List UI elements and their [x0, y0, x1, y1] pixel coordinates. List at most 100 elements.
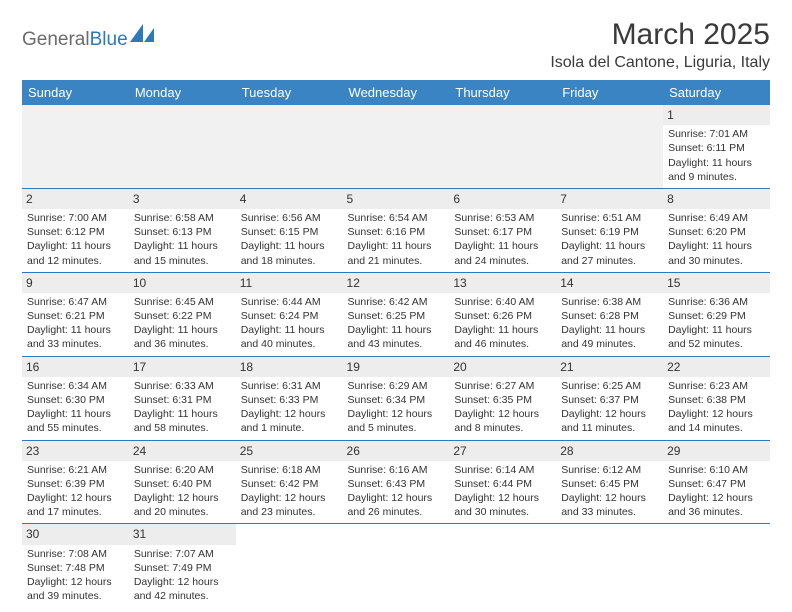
- daylight-text: Daylight: 11 hours and 33 minutes.: [27, 323, 124, 351]
- daylight-text: Daylight: 11 hours and 40 minutes.: [241, 323, 338, 351]
- calendar-table: SundayMondayTuesdayWednesdayThursdayFrid…: [22, 80, 770, 607]
- calendar-cell: 20Sunrise: 6:27 AMSunset: 6:35 PMDayligh…: [449, 356, 556, 440]
- sunrise-text: Sunrise: 7:01 AM: [668, 127, 765, 141]
- sunset-text: Sunset: 6:17 PM: [454, 225, 551, 239]
- daylight-text: Daylight: 11 hours and 43 minutes.: [348, 323, 445, 351]
- sunrise-text: Sunrise: 6:18 AM: [241, 463, 338, 477]
- day-info: Sunrise: 6:40 AMSunset: 6:26 PMDaylight:…: [453, 295, 552, 352]
- sunset-text: Sunset: 6:35 PM: [454, 393, 551, 407]
- sunrise-text: Sunrise: 6:20 AM: [134, 463, 231, 477]
- day-number: 25: [236, 441, 343, 461]
- sunset-text: Sunset: 6:12 PM: [27, 225, 124, 239]
- daylight-text: Daylight: 11 hours and 24 minutes.: [454, 239, 551, 267]
- day-number: 4: [236, 189, 343, 209]
- sunset-text: Sunset: 6:31 PM: [134, 393, 231, 407]
- day-info: Sunrise: 6:34 AMSunset: 6:30 PMDaylight:…: [26, 379, 125, 436]
- daylight-text: Daylight: 11 hours and 21 minutes.: [348, 239, 445, 267]
- daylight-text: Daylight: 12 hours and 23 minutes.: [241, 491, 338, 519]
- day-number: 12: [343, 273, 450, 293]
- day-info: Sunrise: 6:45 AMSunset: 6:22 PMDaylight:…: [133, 295, 232, 352]
- sunrise-text: Sunrise: 7:08 AM: [27, 547, 124, 561]
- sunset-text: Sunset: 6:22 PM: [134, 309, 231, 323]
- day-info: Sunrise: 6:23 AMSunset: 6:38 PMDaylight:…: [667, 379, 766, 436]
- day-info: Sunrise: 6:10 AMSunset: 6:47 PMDaylight:…: [667, 463, 766, 520]
- sunset-text: Sunset: 6:28 PM: [561, 309, 658, 323]
- day-number: 28: [556, 441, 663, 461]
- daylight-text: Daylight: 12 hours and 30 minutes.: [454, 491, 551, 519]
- calendar-cell: 17Sunrise: 6:33 AMSunset: 6:31 PMDayligh…: [129, 356, 236, 440]
- sunrise-text: Sunrise: 6:21 AM: [27, 463, 124, 477]
- day-info: Sunrise: 6:21 AMSunset: 6:39 PMDaylight:…: [26, 463, 125, 520]
- daylight-text: Daylight: 12 hours and 17 minutes.: [27, 491, 124, 519]
- month-title: March 2025: [550, 18, 770, 52]
- sunset-text: Sunset: 6:29 PM: [668, 309, 765, 323]
- sunrise-text: Sunrise: 6:40 AM: [454, 295, 551, 309]
- calendar-cell: 28Sunrise: 6:12 AMSunset: 6:45 PMDayligh…: [556, 440, 663, 524]
- sunrise-text: Sunrise: 6:53 AM: [454, 211, 551, 225]
- daylight-text: Daylight: 11 hours and 15 minutes.: [134, 239, 231, 267]
- calendar-cell: 10Sunrise: 6:45 AMSunset: 6:22 PMDayligh…: [129, 272, 236, 356]
- sunset-text: Sunset: 6:34 PM: [348, 393, 445, 407]
- sunrise-text: Sunrise: 6:31 AM: [241, 379, 338, 393]
- calendar-cell: 4Sunrise: 6:56 AMSunset: 6:15 PMDaylight…: [236, 188, 343, 272]
- day-info: Sunrise: 7:07 AMSunset: 7:49 PMDaylight:…: [133, 547, 232, 604]
- sunrise-text: Sunrise: 7:00 AM: [27, 211, 124, 225]
- day-number: 18: [236, 357, 343, 377]
- day-number: 7: [556, 189, 663, 209]
- sunrise-text: Sunrise: 6:10 AM: [668, 463, 765, 477]
- daylight-text: Daylight: 12 hours and 39 minutes.: [27, 575, 124, 603]
- day-info: Sunrise: 6:31 AMSunset: 6:33 PMDaylight:…: [240, 379, 339, 436]
- weekday-header: Friday: [556, 80, 663, 105]
- day-info: Sunrise: 6:14 AMSunset: 6:44 PMDaylight:…: [453, 463, 552, 520]
- day-info: Sunrise: 6:47 AMSunset: 6:21 PMDaylight:…: [26, 295, 125, 352]
- sunrise-text: Sunrise: 6:42 AM: [348, 295, 445, 309]
- calendar-cell: 30Sunrise: 7:08 AMSunset: 7:48 PMDayligh…: [22, 524, 129, 607]
- day-number: 1: [663, 105, 770, 125]
- weekday-header: Saturday: [663, 80, 770, 105]
- sunrise-text: Sunrise: 6:29 AM: [348, 379, 445, 393]
- calendar-cell: 19Sunrise: 6:29 AMSunset: 6:34 PMDayligh…: [343, 356, 450, 440]
- logo-sail-icon: [130, 24, 156, 49]
- calendar-cell: [343, 524, 450, 607]
- day-number: 17: [129, 357, 236, 377]
- sunset-text: Sunset: 6:24 PM: [241, 309, 338, 323]
- sunset-text: Sunset: 6:16 PM: [348, 225, 445, 239]
- calendar-cell: 5 Sunrise: 6:54 AMSunset: 6:16 PMDaylight…: [343, 188, 450, 272]
- day-number: 16: [22, 357, 129, 377]
- calendar-cell: [236, 105, 343, 188]
- sunrise-text: Sunrise: 6:12 AM: [561, 463, 658, 477]
- sunrise-text: Sunrise: 6:51 AM: [561, 211, 658, 225]
- day-info: Sunrise: 6:29 AMSunset: 6:34 PMDaylight:…: [347, 379, 446, 436]
- day-number: 22: [663, 357, 770, 377]
- daylight-text: Daylight: 12 hours and 5 minutes.: [348, 407, 445, 435]
- calendar-cell: 9Sunrise: 6:47 AMSunset: 6:21 PMDaylight…: [22, 272, 129, 356]
- daylight-text: Daylight: 12 hours and 11 minutes.: [561, 407, 658, 435]
- day-number: 27: [449, 441, 556, 461]
- day-number: 19: [343, 357, 450, 377]
- sunrise-text: Sunrise: 6:33 AM: [134, 379, 231, 393]
- day-number: 5: [343, 189, 450, 209]
- weekday-header: Sunday: [22, 80, 129, 105]
- location: Isola del Cantone, Liguria, Italy: [550, 54, 770, 72]
- day-info: Sunrise: 7:01 AMSunset: 6:11 PMDaylight:…: [667, 127, 766, 184]
- day-number: 24: [129, 441, 236, 461]
- calendar-cell: 22Sunrise: 6:23 AMSunset: 6:38 PMDayligh…: [663, 356, 770, 440]
- calendar-cell: [449, 524, 556, 607]
- calendar-cell: 7Sunrise: 6:51 AMSunset: 6:19 PMDaylight…: [556, 188, 663, 272]
- logo-text: GeneralBlue: [22, 29, 128, 51]
- day-info: Sunrise: 6:58 AMSunset: 6:13 PMDaylight:…: [133, 211, 232, 268]
- day-number: 9: [22, 273, 129, 293]
- calendar-cell: 15Sunrise: 6:36 AMSunset: 6:29 PMDayligh…: [663, 272, 770, 356]
- calendar-cell: [343, 105, 450, 188]
- calendar-cell: 18Sunrise: 6:31 AMSunset: 6:33 PMDayligh…: [236, 356, 343, 440]
- day-info: Sunrise: 6:49 AMSunset: 6:20 PMDaylight:…: [667, 211, 766, 268]
- day-info: Sunrise: 6:53 AMSunset: 6:17 PMDaylight:…: [453, 211, 552, 268]
- calendar-cell: 8Sunrise: 6:49 AMSunset: 6:20 PMDaylight…: [663, 188, 770, 272]
- sunset-text: Sunset: 6:39 PM: [27, 477, 124, 491]
- sunrise-text: Sunrise: 6:54 AM: [348, 211, 445, 225]
- daylight-text: Daylight: 12 hours and 1 minute.: [241, 407, 338, 435]
- day-info: Sunrise: 6:16 AMSunset: 6:43 PMDaylight:…: [347, 463, 446, 520]
- calendar-cell: 31Sunrise: 7:07 AMSunset: 7:49 PMDayligh…: [129, 524, 236, 607]
- calendar-cell: [129, 105, 236, 188]
- day-number: 13: [449, 273, 556, 293]
